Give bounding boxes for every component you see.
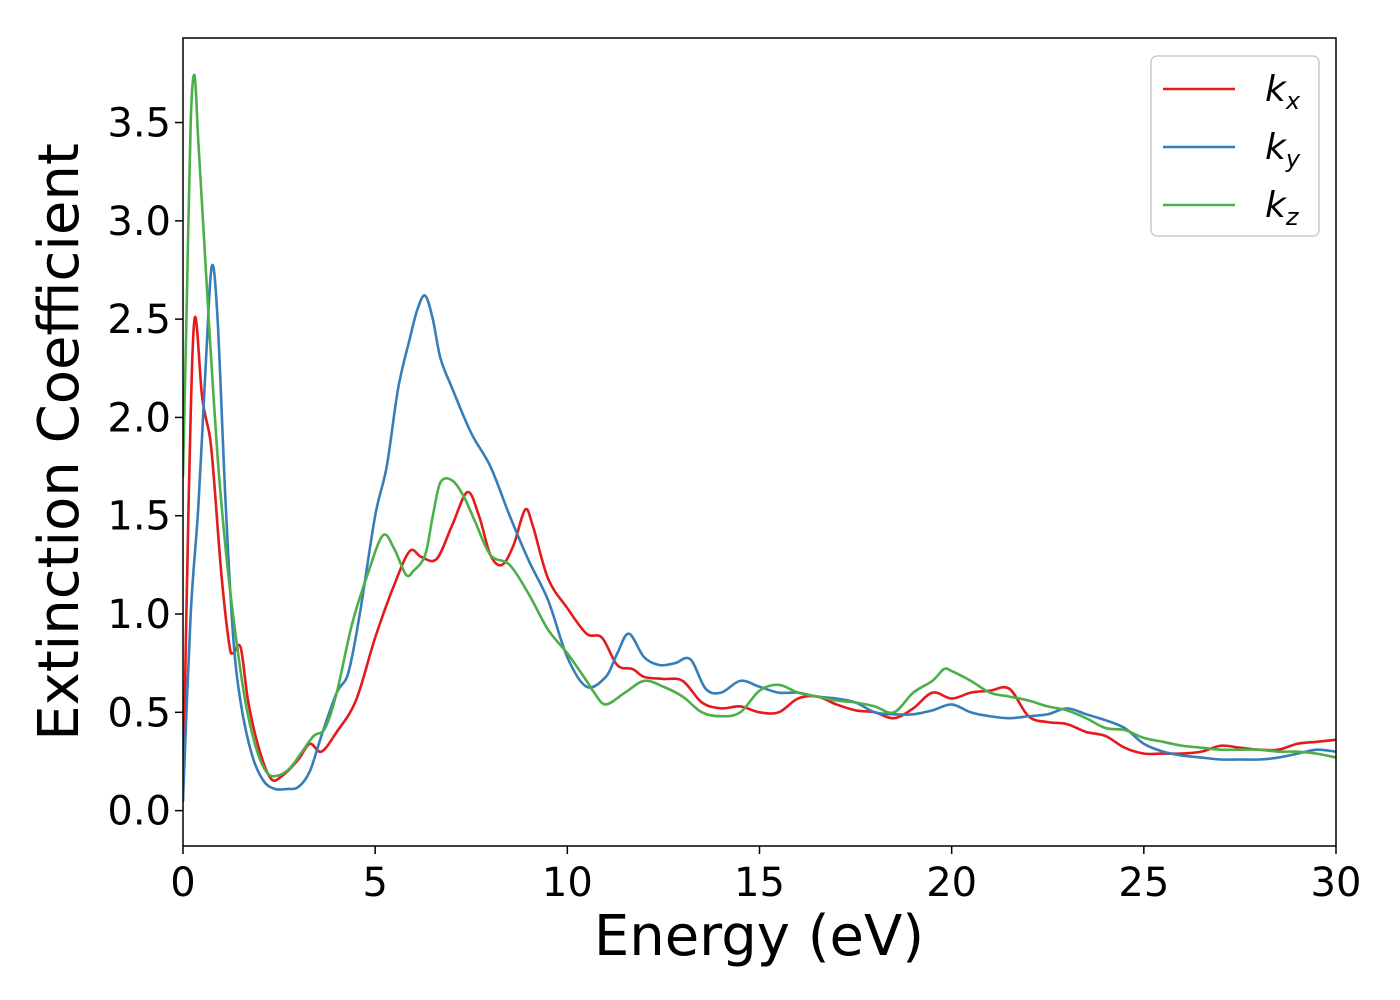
axis-ticks: 0 5 10 15 20 25 30 0.0 0.5 1.0 1.5 2.0 2.5 3.0 3.5	[107, 101, 1361, 906]
series-line-ky	[183, 263, 1336, 803]
y-tick-label: 2.5	[107, 297, 171, 343]
y-tick-label: 0.5	[107, 690, 171, 736]
y-tick-label: 2.0	[107, 395, 171, 441]
x-tick-label: 20	[926, 860, 977, 906]
y-tick-label: 1.5	[107, 494, 171, 540]
y-tick-label: 3.0	[107, 199, 171, 245]
x-tick-label: 10	[542, 860, 593, 906]
legend-label-kz: kz	[1265, 185, 1300, 231]
y-tick-label: 1.0	[107, 592, 171, 638]
y-axis-label: Extinction Coefficient	[27, 143, 92, 741]
legend: kx ky kz	[1150, 55, 1320, 237]
x-tick-label: 15	[734, 860, 785, 906]
y-tick-label: 0.0	[107, 789, 171, 835]
series-line-kz	[183, 73, 1336, 778]
x-tick-label: 5	[362, 860, 387, 906]
x-tick-label: 0	[170, 860, 195, 906]
legend-label-kx: kx	[1265, 69, 1301, 115]
legend-label-ky: ky	[1265, 127, 1301, 173]
series-line-kx	[183, 315, 1336, 803]
plot-lines	[183, 73, 1336, 803]
x-axis-label: Energy (eV)	[594, 904, 924, 969]
x-tick-label: 25	[1118, 860, 1169, 906]
y-tick-label: 3.5	[107, 101, 171, 147]
plot-frame	[182, 37, 1337, 847]
x-tick-label: 30	[1311, 860, 1362, 906]
